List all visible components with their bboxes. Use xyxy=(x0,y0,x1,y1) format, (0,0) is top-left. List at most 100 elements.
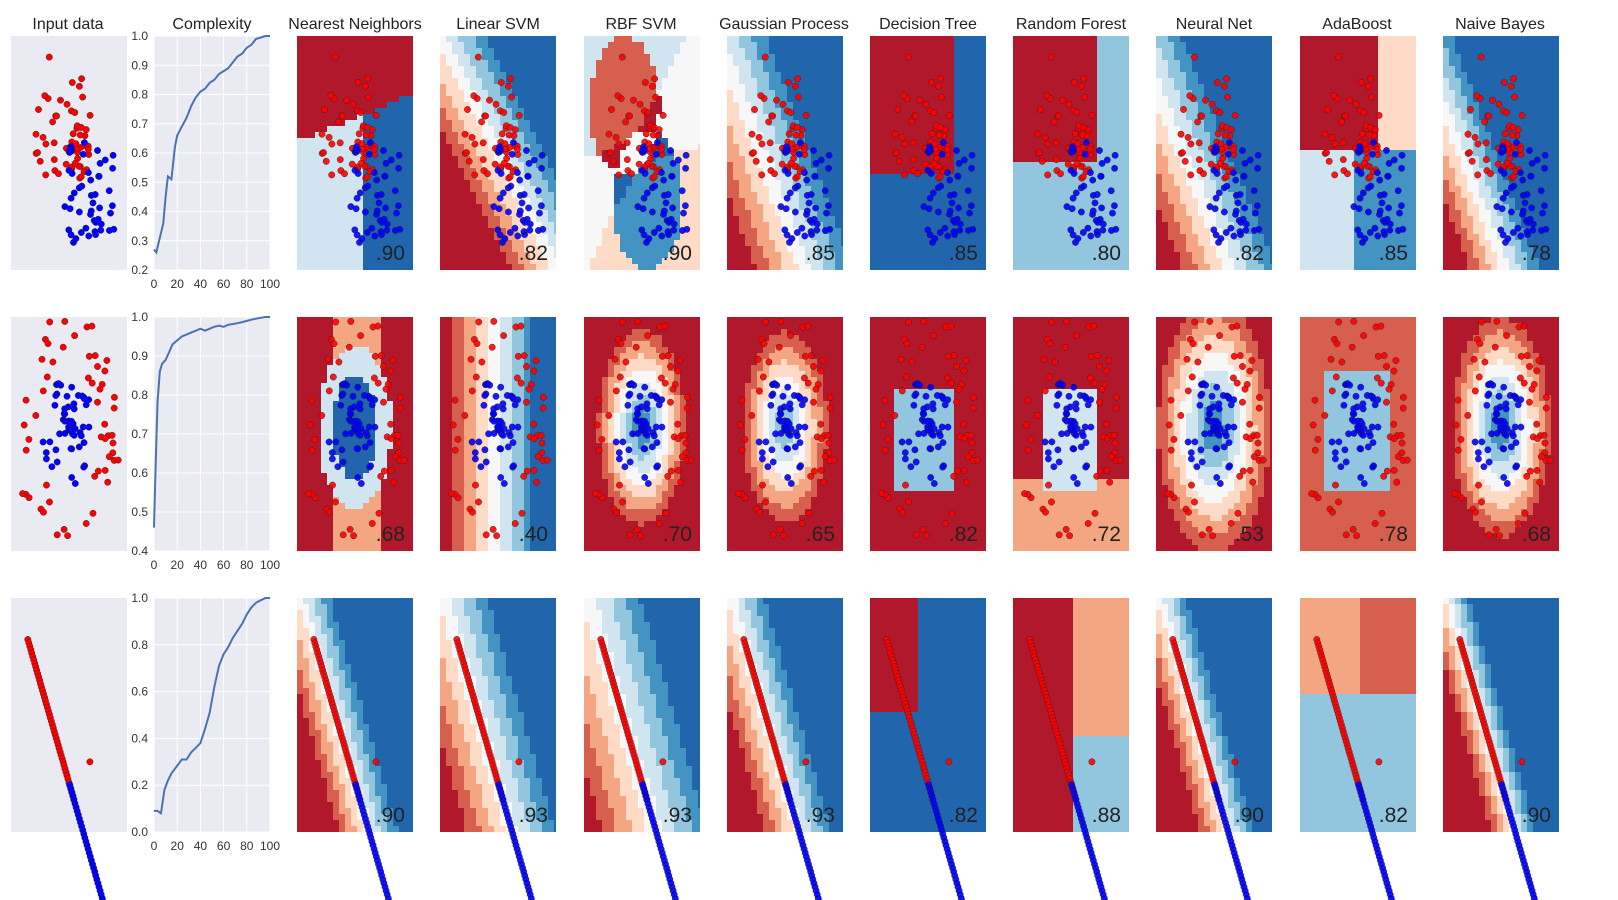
region-cell xyxy=(1073,114,1080,121)
region-cell xyxy=(954,114,961,121)
blue-point xyxy=(812,160,820,167)
region-cell xyxy=(823,78,830,85)
blue-point xyxy=(380,147,387,154)
region-cell xyxy=(775,120,782,127)
region-cell xyxy=(321,264,328,270)
red-point xyxy=(645,140,653,148)
region-cell xyxy=(745,264,752,270)
red-point xyxy=(318,130,326,138)
region-cell xyxy=(321,174,328,181)
region-cell xyxy=(596,138,603,145)
region-cell xyxy=(811,138,818,145)
region-cell xyxy=(1031,132,1038,139)
region-cell xyxy=(739,258,746,265)
region-cell xyxy=(500,246,507,253)
blue-point xyxy=(526,226,534,234)
region-cell xyxy=(357,48,364,55)
region-cell xyxy=(698,180,700,187)
region-cell xyxy=(900,156,907,163)
region-cell xyxy=(1097,114,1104,121)
region-cell xyxy=(656,114,663,121)
region-cell xyxy=(590,42,597,49)
region-cell xyxy=(470,78,477,85)
region-cell xyxy=(614,216,621,223)
region-cell xyxy=(811,132,818,139)
region-cell xyxy=(333,36,340,43)
region-cell xyxy=(924,42,931,49)
region-cell xyxy=(482,240,489,247)
region-cell xyxy=(930,48,937,55)
region-cell xyxy=(924,174,931,181)
region-cell xyxy=(297,132,304,139)
region-cell xyxy=(763,264,770,270)
region-cell xyxy=(799,216,806,223)
region-cell xyxy=(763,246,770,253)
region-cell xyxy=(686,114,693,121)
region-cell xyxy=(321,120,328,127)
region-cell xyxy=(817,60,824,67)
region-cell xyxy=(476,162,483,169)
region-cell xyxy=(692,78,699,85)
region-cell xyxy=(608,192,615,199)
region-cell xyxy=(321,204,328,211)
region-cell xyxy=(1037,78,1044,85)
region-cell xyxy=(936,90,943,97)
region-cell xyxy=(751,234,758,241)
region-cell xyxy=(978,54,985,61)
region-cell xyxy=(870,246,877,253)
region-cell xyxy=(966,138,973,145)
region-cell xyxy=(351,66,358,73)
region-cell xyxy=(518,42,525,49)
region-cell xyxy=(978,60,985,67)
region-cell xyxy=(787,264,794,270)
region-cell xyxy=(745,204,752,211)
region-cell xyxy=(345,258,352,265)
region-cell xyxy=(297,204,304,211)
region-cell xyxy=(948,48,955,55)
region-cell xyxy=(1055,42,1062,49)
region-cell xyxy=(668,102,675,109)
region-cell xyxy=(393,72,400,79)
region-cell xyxy=(381,168,388,175)
region-cell xyxy=(811,126,818,133)
region-cell xyxy=(554,144,556,151)
region-cell xyxy=(375,252,382,259)
region-cell xyxy=(452,78,459,85)
region-cell xyxy=(494,240,501,247)
region-cell xyxy=(936,66,943,73)
region-cell xyxy=(1025,150,1032,157)
blue-point xyxy=(520,191,528,198)
region-cell xyxy=(948,186,955,193)
region-cell xyxy=(387,246,394,253)
region-cell xyxy=(829,210,836,217)
region-cell xyxy=(608,78,615,85)
region-cell xyxy=(602,264,609,270)
region-cell xyxy=(978,132,985,139)
region-cell xyxy=(894,144,901,151)
region-cell xyxy=(500,72,507,79)
region-cell xyxy=(638,54,645,61)
region-cell xyxy=(954,66,961,73)
red-point xyxy=(785,130,793,138)
region-cell xyxy=(369,102,376,109)
region-cell xyxy=(829,252,836,259)
region-cell xyxy=(954,102,961,109)
region-cell xyxy=(1061,66,1068,73)
region-cell xyxy=(351,96,358,103)
blue-point xyxy=(78,182,86,190)
region-cell xyxy=(608,114,615,121)
region-cell xyxy=(686,120,693,127)
region-cell xyxy=(763,180,770,187)
region-cell xyxy=(530,180,537,187)
region-cell xyxy=(345,180,352,187)
region-cell xyxy=(757,114,764,121)
region-cell xyxy=(357,96,364,103)
region-cell xyxy=(823,240,830,247)
region-cell xyxy=(1121,96,1128,103)
region-cell xyxy=(476,174,483,181)
blue-point xyxy=(926,194,934,202)
region-cell xyxy=(876,72,883,79)
region-cell xyxy=(906,216,913,223)
region-cell xyxy=(900,96,907,103)
region-cell xyxy=(680,108,687,115)
